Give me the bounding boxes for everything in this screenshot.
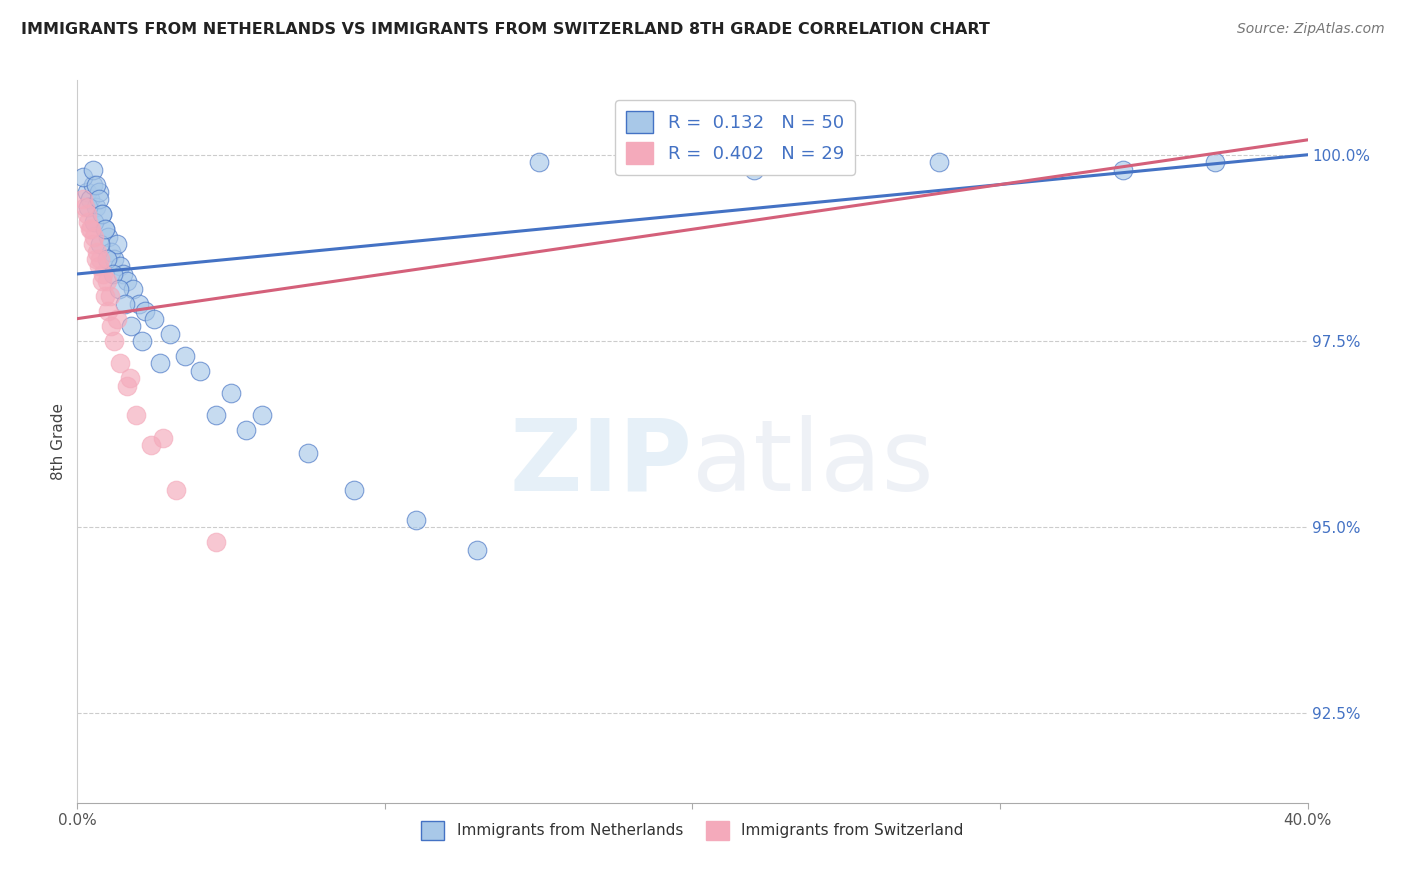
- Point: [120, 319, 142, 334]
- Point: [131, 334, 153, 348]
- Point: [79, 222, 101, 236]
- Point: [527, 155, 550, 169]
- Point: [105, 311, 128, 326]
- Point: [82, 178, 104, 192]
- Point: [86, 244, 108, 259]
- Point: [103, 334, 125, 348]
- Point: [1204, 155, 1226, 169]
- Point: [90, 207, 114, 221]
- Text: IMMIGRANTS FROM NETHERLANDS VS IMMIGRANTS FROM SWITZERLAND 8TH GRADE CORRELATION: IMMIGRANTS FROM NETHERLANDS VS IMMIGRANT…: [21, 22, 990, 37]
- Point: [72, 193, 94, 207]
- Point: [98, 289, 121, 303]
- Point: [928, 155, 950, 169]
- Point: [82, 162, 104, 177]
- Point: [114, 297, 136, 311]
- Point: [141, 438, 163, 452]
- Point: [84, 178, 107, 192]
- Point: [83, 229, 105, 244]
- Point: [188, 364, 212, 378]
- Point: [96, 252, 118, 266]
- Point: [90, 274, 114, 288]
- Point: [94, 222, 117, 236]
- Point: [297, 446, 319, 460]
- Point: [115, 378, 138, 392]
- Point: [128, 297, 150, 311]
- Point: [77, 215, 100, 229]
- Point: [97, 304, 120, 318]
- Point: [110, 356, 132, 370]
- Point: [105, 237, 128, 252]
- Point: [76, 207, 98, 221]
- Point: [84, 200, 107, 214]
- Point: [405, 513, 427, 527]
- Point: [87, 193, 110, 207]
- Point: [103, 252, 125, 266]
- Point: [219, 386, 242, 401]
- Y-axis label: 8th Grade: 8th Grade: [51, 403, 66, 480]
- Point: [149, 356, 172, 370]
- Point: [87, 260, 110, 274]
- Point: [165, 483, 187, 497]
- Point: [1112, 162, 1135, 177]
- Point: [89, 252, 111, 266]
- Point: [465, 542, 488, 557]
- Point: [97, 229, 120, 244]
- Point: [159, 326, 181, 341]
- Point: [80, 222, 103, 236]
- Point: [110, 260, 132, 274]
- Point: [101, 267, 124, 281]
- Point: [84, 252, 107, 266]
- Point: [134, 304, 156, 318]
- Point: [112, 267, 135, 281]
- Point: [204, 409, 226, 423]
- Point: [118, 371, 141, 385]
- Point: [94, 222, 117, 236]
- Point: [174, 349, 197, 363]
- Text: ZIP: ZIP: [509, 415, 693, 512]
- Point: [82, 237, 104, 252]
- Point: [73, 200, 96, 214]
- Point: [94, 289, 117, 303]
- Point: [89, 237, 111, 252]
- Point: [152, 431, 174, 445]
- Point: [115, 274, 138, 288]
- Point: [77, 200, 100, 214]
- Text: Source: ZipAtlas.com: Source: ZipAtlas.com: [1237, 22, 1385, 37]
- Point: [235, 423, 257, 437]
- Point: [90, 207, 114, 221]
- Point: [79, 193, 101, 207]
- Point: [93, 267, 115, 281]
- Point: [143, 311, 166, 326]
- Point: [76, 185, 98, 199]
- Point: [121, 282, 143, 296]
- Point: [96, 274, 118, 288]
- Point: [343, 483, 366, 497]
- Text: atlas: atlas: [693, 415, 934, 512]
- Point: [72, 170, 94, 185]
- Point: [742, 162, 765, 177]
- Point: [108, 282, 131, 296]
- Legend: Immigrants from Netherlands, Immigrants from Switzerland: Immigrants from Netherlands, Immigrants …: [415, 815, 970, 846]
- Point: [100, 244, 122, 259]
- Point: [204, 535, 226, 549]
- Point: [125, 409, 148, 423]
- Point: [83, 215, 105, 229]
- Point: [250, 409, 273, 423]
- Point: [87, 185, 110, 199]
- Point: [100, 319, 122, 334]
